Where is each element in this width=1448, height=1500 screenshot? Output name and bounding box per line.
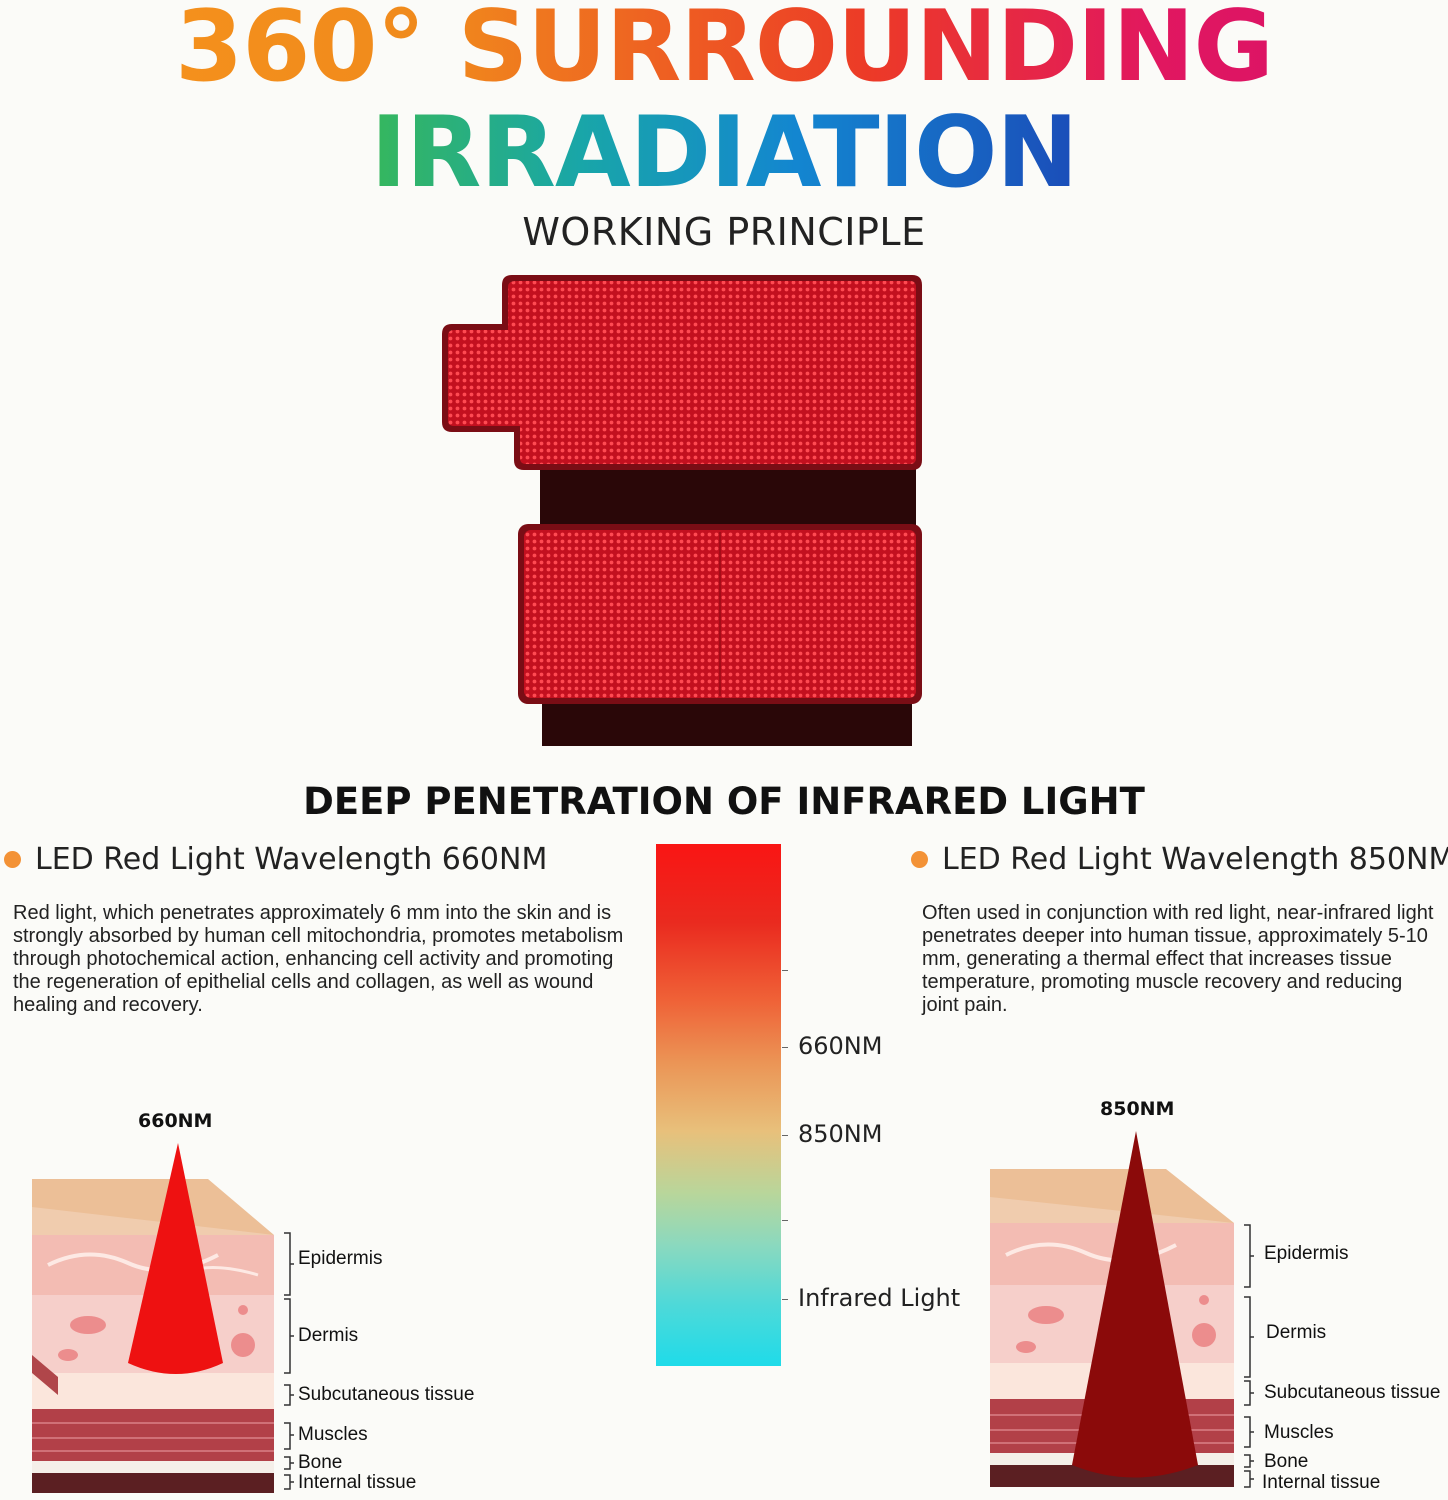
spectrum-tick [782, 1047, 788, 1048]
bullet-dot-icon [911, 851, 928, 868]
left-layer-internal: Internal tissue [298, 1472, 417, 1493]
right-skin-layers-diagram [990, 1131, 1254, 1488]
left-skin-layers-diagram [32, 1143, 294, 1493]
left-layer-bone: Bone [298, 1452, 343, 1473]
spectrum-tick [782, 970, 788, 971]
bullet-dot-icon [4, 851, 21, 868]
spectrum-tick [782, 1220, 788, 1221]
section-title: DEEP PENETRATION OF INFRARED LIGHT [303, 780, 1145, 823]
spectrum-gradient-bar [656, 844, 781, 1366]
title-line-1: 360° SURROUNDING [0, 0, 1448, 102]
spectrum-label-850: 850NM [798, 1120, 883, 1148]
left-description: Red light, which penetrates approximatel… [13, 902, 624, 1016]
right-diagram-title: 850NM [1100, 1098, 1175, 1120]
right-heading-text: LED Red Light Wavelength 850NM [942, 842, 1448, 877]
spectrum-tick [782, 1135, 788, 1136]
title-line-2: IRRADIATION [0, 98, 1448, 208]
right-layer-epidermis: Epidermis [1264, 1243, 1349, 1264]
right-layer-dermis: Dermis [1266, 1322, 1327, 1343]
left-heading: LED Red Light Wavelength 660NM [4, 842, 547, 877]
left-layer-subcutaneous: Subcutaneous tissue [298, 1384, 475, 1405]
right-layer-internal: Internal tissue [1262, 1472, 1381, 1493]
right-layer-bone: Bone [1264, 1451, 1309, 1472]
left-layer-muscles: Muscles [298, 1424, 368, 1445]
right-layer-muscles: Muscles [1264, 1422, 1334, 1443]
spectrum-label-660: 660NM [798, 1032, 883, 1060]
right-description: Often used in conjunction with red light… [922, 902, 1434, 1016]
spectrum-tick [782, 1299, 788, 1300]
left-layer-dermis: Dermis [298, 1325, 359, 1346]
subtitle: WORKING PRINCIPLE [522, 210, 926, 254]
led-pad-image [442, 275, 922, 746]
right-heading: LED Red Light Wavelength 850NM [911, 842, 1448, 877]
left-heading-text: LED Red Light Wavelength 660NM [35, 842, 548, 877]
right-layer-subcutaneous: Subcutaneous tissue [1264, 1382, 1441, 1403]
spectrum-label-infrared: Infrared Light [798, 1284, 961, 1312]
left-layer-epidermis: Epidermis [298, 1248, 383, 1269]
left-diagram-title: 660NM [138, 1110, 213, 1132]
